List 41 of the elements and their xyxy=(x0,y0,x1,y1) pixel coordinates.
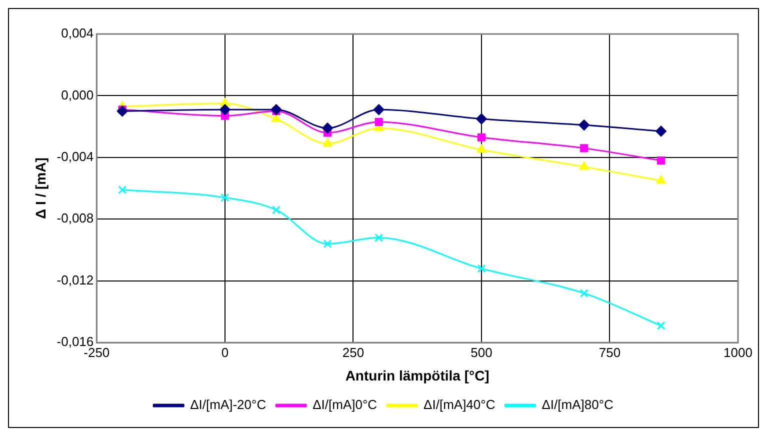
point xyxy=(118,186,127,194)
point xyxy=(219,104,230,116)
y-tick-label: -0,004 xyxy=(56,149,94,164)
point xyxy=(270,104,282,116)
point xyxy=(322,122,334,134)
point xyxy=(656,126,667,137)
legend-label: ΔI/[mA]80°C xyxy=(542,397,614,412)
x-tick-label: 0 xyxy=(221,344,229,360)
point xyxy=(579,161,589,170)
y-tick-label: 0,004 xyxy=(61,26,94,41)
y-tick-label: -0,008 xyxy=(56,210,94,226)
point xyxy=(374,118,383,126)
point xyxy=(657,156,666,165)
y-tick-label: -0,016 xyxy=(56,334,94,350)
y-tick-label: 0,000 xyxy=(61,87,94,102)
point xyxy=(323,240,332,248)
point xyxy=(322,138,332,147)
point xyxy=(580,144,588,152)
point xyxy=(578,120,590,131)
point xyxy=(476,113,487,124)
x-tick-label: 750 xyxy=(598,344,621,360)
point xyxy=(656,321,666,330)
point xyxy=(220,193,230,202)
x-tick-label: 500 xyxy=(470,344,492,360)
point xyxy=(477,264,486,273)
point xyxy=(476,144,486,153)
legend-label: ΔI/[mA]-20°C xyxy=(190,397,266,412)
point xyxy=(477,133,486,142)
y-tick-label: -0,012 xyxy=(56,272,94,288)
legend-label: ΔI/[mA]0°C xyxy=(312,397,378,412)
x-tick-label: 250 xyxy=(342,344,364,360)
point xyxy=(272,206,281,214)
y-axis-title: Δ I / [mA] xyxy=(32,158,48,220)
point xyxy=(374,233,384,242)
x-axis-title: Anturin lämpötila [°C] xyxy=(345,367,490,384)
x-tick-label: 1000 xyxy=(724,344,752,360)
point xyxy=(580,288,588,298)
point xyxy=(373,104,384,116)
point xyxy=(116,106,128,117)
point xyxy=(656,175,666,184)
legend-label: ΔI/[mA]40°C xyxy=(424,397,496,412)
